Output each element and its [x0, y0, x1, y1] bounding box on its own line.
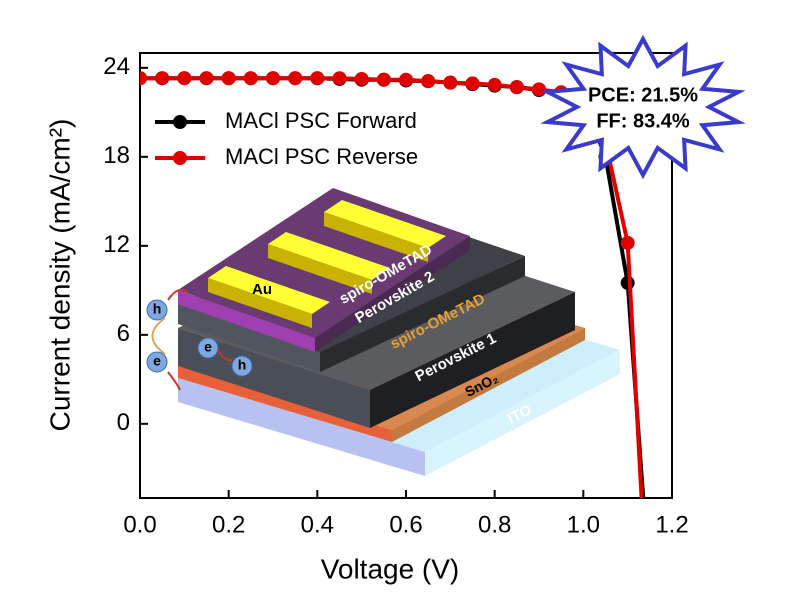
x-tick-label: 0.2 — [212, 511, 245, 538]
x-tick-label: 0.4 — [301, 511, 334, 538]
pvk1-front — [178, 328, 370, 428]
data-point — [332, 71, 347, 86]
y-tick-label: 0 — [117, 409, 130, 436]
data-point — [140, 71, 147, 86]
data-point — [638, 521, 652, 535]
legend-label: MACl PSC Reverse — [225, 144, 418, 169]
data-point — [620, 235, 635, 250]
inset-label: e — [204, 339, 212, 355]
data-point — [354, 71, 369, 86]
data-point — [177, 71, 192, 86]
sno2-side — [392, 328, 585, 442]
spiro-front — [178, 290, 315, 352]
y-tick-label: 18 — [103, 142, 130, 169]
x-tick-label: 1.2 — [655, 511, 688, 538]
data-point — [421, 74, 436, 89]
x-axis-label: Voltage (V) — [321, 553, 460, 584]
arrow — [217, 349, 233, 362]
pvk2-side — [320, 256, 525, 372]
inset-label: h — [153, 301, 162, 317]
x-tick-label: 0.0 — [123, 511, 156, 538]
spiro-side — [315, 236, 470, 352]
ito-front — [178, 378, 425, 476]
y-tick-label: 12 — [103, 231, 130, 258]
pvk2-front — [178, 304, 320, 372]
inset-label: e — [153, 353, 161, 369]
y-tick-label: 24 — [103, 53, 130, 80]
data-point — [399, 72, 413, 87]
au-bar — [324, 212, 428, 262]
x-tick-label: 1.0 — [567, 511, 600, 538]
data-point — [532, 82, 546, 97]
data-point — [487, 77, 502, 92]
au-bar — [208, 266, 330, 314]
charge — [197, 337, 219, 359]
data-point — [443, 75, 458, 90]
au-bar — [268, 232, 390, 280]
data-point — [636, 521, 650, 535]
au-bar — [324, 200, 446, 248]
charge — [146, 351, 168, 373]
charge — [231, 355, 253, 377]
data-point — [266, 71, 280, 86]
data-point — [288, 71, 303, 86]
data-point — [310, 71, 325, 86]
charge — [146, 299, 168, 321]
x-tick-label: 0.6 — [389, 511, 422, 538]
legend-label: MACl PSC Forward — [225, 108, 417, 133]
arrow — [151, 317, 166, 355]
au-bar — [208, 278, 312, 328]
data-point — [376, 72, 391, 87]
arrow — [167, 288, 189, 301]
pvk1-side — [370, 292, 575, 428]
ito-side — [425, 350, 620, 476]
data-point — [221, 71, 236, 86]
x-tick-label: 0.8 — [478, 511, 511, 538]
y-tick-label: 6 — [117, 320, 130, 347]
legend-marker — [173, 115, 187, 129]
annotation: PCE: 21.5% — [588, 84, 698, 106]
arrow — [167, 371, 181, 391]
inset-label: h — [238, 357, 247, 373]
data-point — [199, 71, 214, 86]
sno2-front — [178, 366, 392, 442]
device-schematic — [146, 188, 620, 476]
starburst — [540, 34, 746, 180]
annotation: FF: 83.4% — [596, 110, 690, 132]
data-point — [465, 76, 480, 91]
au-bar — [268, 244, 372, 294]
y-axis-label: Current density (mA/cm²) — [44, 119, 75, 432]
inset-label: Au — [252, 281, 272, 298]
legend-marker — [173, 151, 187, 165]
data-point — [155, 71, 170, 86]
data-point — [509, 80, 524, 95]
data-point — [243, 71, 258, 86]
